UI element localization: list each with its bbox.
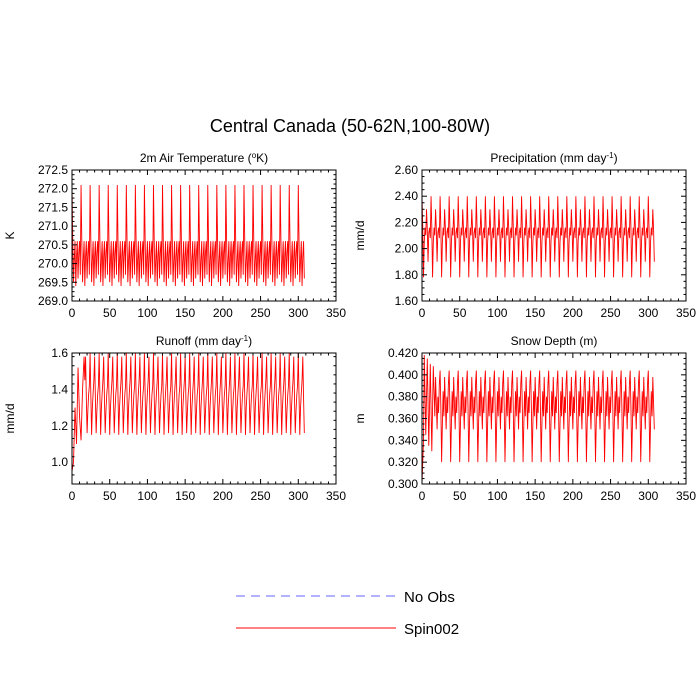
chart-panel-2: 0 50 100 150 200 250 300 350 1.0 1.2 1.4 1.6 mm/d Run…: [3, 334, 346, 503]
x-tick-label: 200: [563, 306, 583, 320]
panel-title-superscript: -1: [606, 151, 614, 160]
x-tick-label: 150: [525, 489, 545, 503]
x-tick-label: 250: [601, 306, 621, 320]
x-tick-label: 100: [137, 489, 157, 503]
x-tick-label: 0: [69, 306, 76, 320]
x-tick-label: 300: [288, 306, 308, 320]
y-tick-label: 0.320: [388, 455, 418, 469]
y-axis-label: mm/d: [3, 404, 17, 434]
x-tick-label: 0: [419, 306, 426, 320]
panel-title: Snow Depth (m): [511, 334, 598, 348]
legend-label-no-obs: No Obs: [404, 589, 455, 606]
panel-title: 2m Air Temperature (oK): [140, 151, 268, 165]
x-tick-label: 100: [487, 489, 507, 503]
series-line-spin002: [422, 196, 655, 278]
y-tick-label: 2.60: [395, 163, 419, 177]
x-tick-label: 200: [213, 489, 233, 503]
y-tick-label: 1.60: [395, 294, 419, 308]
chart-panels: 0 50 100 150 200 250 300 350 269.0 269.5 270.0 270.…: [3, 151, 696, 503]
y-tick-label: 2.20: [395, 215, 419, 229]
series-line-spin002: [72, 184, 305, 287]
x-tick-label: 150: [175, 489, 195, 503]
series-line-spin002: [72, 353, 305, 472]
y-axis-label: m: [353, 414, 367, 424]
x-tick-label: 350: [676, 489, 696, 503]
x-tick-label: 250: [251, 306, 271, 320]
y-tick-label: 0.300: [388, 477, 418, 491]
chart-panel-0: 0 50 100 150 200 250 300 350 269.0 269.5 270.0 270.…: [3, 151, 346, 320]
y-tick-label: 271.0: [38, 219, 68, 233]
legend-label-spin002: Spin002: [404, 621, 459, 638]
x-tick-label: 200: [563, 489, 583, 503]
x-tick-label: 300: [638, 306, 658, 320]
y-tick-label: 272.0: [38, 182, 68, 196]
y-tick-label: 1.80: [395, 268, 419, 282]
y-tick-label: 0.420: [388, 346, 418, 360]
panel-title-end: K): [256, 151, 268, 165]
x-tick-label: 50: [453, 489, 467, 503]
panel-title-end: ): [614, 151, 618, 165]
y-tick-label: 1.2: [51, 419, 68, 433]
x-tick-label: 300: [288, 489, 308, 503]
x-tick-label: 100: [487, 306, 507, 320]
x-tick-label: 350: [326, 489, 346, 503]
y-tick-label: 271.5: [38, 200, 68, 214]
y-tick-label: 0.380: [388, 390, 418, 404]
x-tick-label: 0: [69, 489, 76, 503]
x-tick-label: 250: [601, 489, 621, 503]
y-tick-label: 270.0: [38, 257, 68, 271]
y-tick-label: 2.40: [395, 189, 419, 203]
x-tick-label: 200: [213, 306, 233, 320]
y-tick-label: 269.5: [38, 275, 68, 289]
panel-title: Precipitation (mm day-1): [490, 151, 617, 165]
chart-panel-1: 0 50 100 150 200 250 300 350 1.60 1.80 2.00 2.20 2.4…: [353, 151, 696, 320]
legend: No Obs Spin002: [236, 589, 459, 638]
figure-title: Central Canada (50-62N,100-80W): [210, 116, 490, 136]
y-tick-label: 1.4: [51, 382, 68, 396]
y-axis-label: K: [3, 231, 17, 239]
y-tick-label: 270.5: [38, 238, 68, 252]
panel-title-main: Snow Depth (m): [511, 334, 598, 348]
x-tick-label: 100: [137, 306, 157, 320]
x-tick-label: 150: [525, 306, 545, 320]
x-tick-label: 250: [251, 489, 271, 503]
x-tick-label: 0: [419, 489, 426, 503]
x-tick-label: 350: [676, 306, 696, 320]
x-tick-label: 50: [103, 306, 117, 320]
y-tick-label: 269.0: [38, 294, 68, 308]
panel-title-superscript: -1: [241, 334, 249, 343]
y-tick-label: 0.400: [388, 368, 418, 382]
panel-title-main: Precipitation (mm day: [490, 151, 606, 165]
x-tick-label: 50: [453, 306, 467, 320]
y-tick-label: 1.0: [51, 455, 68, 469]
y-tick-label: 272.5: [38, 163, 68, 177]
panel-title: Runoff (mm day-1): [156, 334, 252, 348]
y-tick-label: 0.360: [388, 412, 418, 426]
y-tick-label: 1.6: [51, 346, 68, 360]
x-tick-label: 300: [638, 489, 658, 503]
panel-title-end: ): [248, 334, 252, 348]
panel-title-main: Runoff (mm day: [156, 334, 241, 348]
plot-frame: [71, 352, 337, 485]
y-tick-label: 2.00: [395, 242, 419, 256]
series-line-spin002: [422, 355, 655, 484]
y-axis-label: mm/d: [353, 221, 367, 251]
x-tick-label: 350: [326, 306, 346, 320]
y-tick-label: 0.340: [388, 433, 418, 447]
panel-title-main: 2m Air Temperature (: [140, 151, 252, 165]
x-tick-label: 50: [103, 489, 117, 503]
x-tick-label: 150: [175, 306, 195, 320]
panel-title-superscript: o: [252, 151, 257, 160]
chart-panel-3: 0 50 100 150 200 250 300 350 0.300 0.320 0.340 0.36…: [353, 334, 696, 503]
